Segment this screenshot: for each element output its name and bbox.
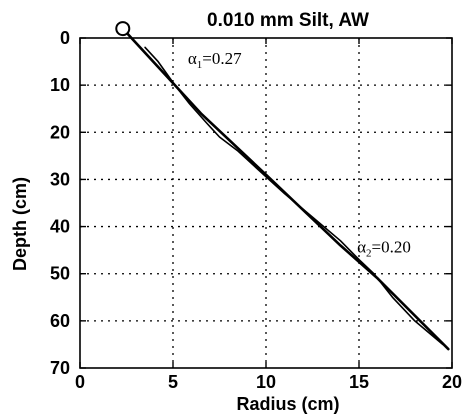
y-tick-label-1: 10	[50, 75, 70, 95]
x-tick-label-3: 15	[349, 372, 369, 392]
x-tick-label-4: 20	[442, 372, 462, 392]
axis-ticks: 0 5 10 15 20 0 10 20 30 40 50 60 70	[50, 28, 462, 392]
x-tick-label-2: 10	[256, 372, 276, 392]
series-line-fit	[121, 27, 450, 351]
y-tick-label-7: 70	[50, 358, 70, 378]
annotation-alpha-2: α2=0.20	[357, 238, 411, 260]
x-tick-label-0: 0	[75, 372, 85, 392]
y-tick-label-3: 30	[50, 169, 70, 189]
series-line-measured	[144, 46, 444, 346]
y-tick-label-4: 40	[50, 217, 70, 237]
grid-lines	[80, 38, 452, 368]
annotation-alpha-1: α1=0.27	[188, 49, 242, 71]
x-axis-label: Radius (cm)	[236, 394, 339, 414]
y-axis-label: Depth (cm)	[10, 177, 30, 271]
annotations: α1=0.27 α2=0.20	[188, 49, 411, 260]
x-tick-label-1: 5	[168, 372, 178, 392]
y-tick-label-6: 60	[50, 311, 70, 331]
y-tick-label-0: 0	[60, 28, 70, 48]
start-marker	[115, 21, 131, 37]
plot-data	[115, 21, 450, 351]
y-tick-label-2: 20	[50, 122, 70, 142]
y-tick-label-5: 50	[50, 264, 70, 284]
chart-title: 0.010 mm Silt, AW	[207, 10, 369, 31]
